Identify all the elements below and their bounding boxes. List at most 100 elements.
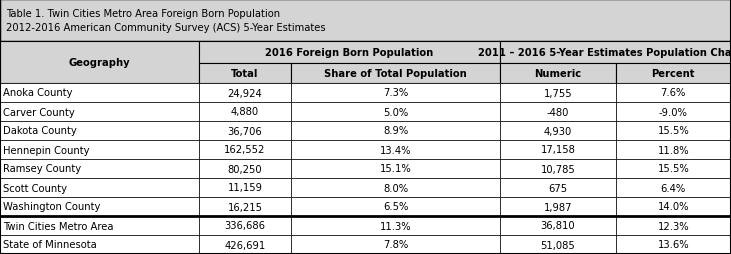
Text: 11.8%: 11.8% <box>657 145 689 155</box>
Text: Dakota County: Dakota County <box>3 126 77 136</box>
Text: 80,250: 80,250 <box>227 164 262 174</box>
Text: 7.8%: 7.8% <box>383 240 408 249</box>
Bar <box>291 197 500 216</box>
Text: 11,159: 11,159 <box>227 183 262 193</box>
Bar <box>0 197 199 216</box>
Text: 17,158: 17,158 <box>540 145 575 155</box>
Bar <box>291 178 500 197</box>
Text: Anoka County: Anoka County <box>3 88 72 98</box>
Bar <box>616 121 731 140</box>
Text: 16,215: 16,215 <box>227 202 262 212</box>
Text: 5.0%: 5.0% <box>383 107 408 117</box>
Bar <box>199 42 500 64</box>
Bar <box>616 216 731 235</box>
Text: 1,755: 1,755 <box>544 88 572 98</box>
Bar <box>291 216 500 235</box>
Bar <box>199 64 291 84</box>
Bar <box>199 103 291 121</box>
Text: 2016 Foreign Born Population: 2016 Foreign Born Population <box>265 48 433 58</box>
Text: 7.6%: 7.6% <box>661 88 686 98</box>
Bar <box>616 64 731 84</box>
Bar <box>616 140 731 159</box>
Text: 2011 – 2016 5-Year Estimates Population Change: 2011 – 2016 5-Year Estimates Population … <box>478 48 731 58</box>
Bar <box>291 159 500 178</box>
Bar <box>616 84 731 103</box>
Text: 1,987: 1,987 <box>544 202 572 212</box>
Bar <box>500 84 616 103</box>
Bar <box>291 235 500 254</box>
Text: Numeric: Numeric <box>534 69 581 79</box>
Bar <box>0 235 199 254</box>
Bar <box>500 140 616 159</box>
Bar <box>500 159 616 178</box>
Text: 24,924: 24,924 <box>227 88 262 98</box>
Text: 336,686: 336,686 <box>224 221 265 231</box>
Bar <box>500 197 616 216</box>
Text: 36,706: 36,706 <box>227 126 262 136</box>
Text: Total: Total <box>231 69 259 79</box>
Text: Ramsey County: Ramsey County <box>3 164 81 174</box>
Bar <box>0 140 199 159</box>
Text: 6.5%: 6.5% <box>383 202 409 212</box>
Bar <box>500 178 616 197</box>
Text: Scott County: Scott County <box>3 183 67 193</box>
Bar <box>291 64 500 84</box>
Bar <box>199 121 291 140</box>
Text: 13.6%: 13.6% <box>657 240 689 249</box>
Bar <box>0 0 731 42</box>
Text: 15.5%: 15.5% <box>657 164 689 174</box>
Text: 675: 675 <box>548 183 567 193</box>
Bar <box>291 121 500 140</box>
Text: 14.0%: 14.0% <box>658 202 689 212</box>
Text: 10,785: 10,785 <box>540 164 575 174</box>
Bar <box>291 103 500 121</box>
Text: 13.4%: 13.4% <box>380 145 412 155</box>
Bar <box>0 216 199 235</box>
Bar <box>616 235 731 254</box>
Bar <box>199 235 291 254</box>
Text: State of Minnesota: State of Minnesota <box>3 240 96 249</box>
Text: 4,880: 4,880 <box>231 107 259 117</box>
Text: 51,085: 51,085 <box>540 240 575 249</box>
Bar <box>616 178 731 197</box>
Text: Carver County: Carver County <box>3 107 75 117</box>
Text: 8.0%: 8.0% <box>383 183 408 193</box>
Bar <box>500 121 616 140</box>
Text: Twin Cities Metro Area: Twin Cities Metro Area <box>3 221 113 231</box>
Bar <box>0 178 199 197</box>
Bar <box>616 103 731 121</box>
Text: -480: -480 <box>547 107 569 117</box>
Text: Hennepin County: Hennepin County <box>3 145 89 155</box>
Text: Table 1. Twin Cities Metro Area Foreign Born Population
2012-2016 American Commu: Table 1. Twin Cities Metro Area Foreign … <box>6 9 325 33</box>
Text: Washington County: Washington County <box>3 202 100 212</box>
Text: Percent: Percent <box>651 69 695 79</box>
Text: Share of Total Population: Share of Total Population <box>325 69 467 79</box>
Bar <box>291 140 500 159</box>
Bar <box>616 197 731 216</box>
Bar <box>291 84 500 103</box>
Bar <box>199 197 291 216</box>
Bar <box>0 159 199 178</box>
Bar <box>0 84 199 103</box>
Bar <box>0 121 199 140</box>
Text: 162,552: 162,552 <box>224 145 265 155</box>
Text: 36,810: 36,810 <box>540 221 575 231</box>
Text: 8.9%: 8.9% <box>383 126 408 136</box>
Bar <box>199 159 291 178</box>
Text: -9.0%: -9.0% <box>659 107 688 117</box>
Bar <box>199 216 291 235</box>
Bar <box>500 235 616 254</box>
Bar <box>0 42 199 84</box>
Text: 6.4%: 6.4% <box>661 183 686 193</box>
Text: 7.3%: 7.3% <box>383 88 408 98</box>
Text: 15.5%: 15.5% <box>657 126 689 136</box>
Bar <box>199 84 291 103</box>
Bar <box>500 103 616 121</box>
Bar <box>616 159 731 178</box>
Bar <box>500 216 616 235</box>
Text: 4,930: 4,930 <box>544 126 572 136</box>
Text: 11.3%: 11.3% <box>380 221 412 231</box>
Bar <box>500 64 616 84</box>
Bar <box>199 140 291 159</box>
Text: 15.1%: 15.1% <box>380 164 412 174</box>
